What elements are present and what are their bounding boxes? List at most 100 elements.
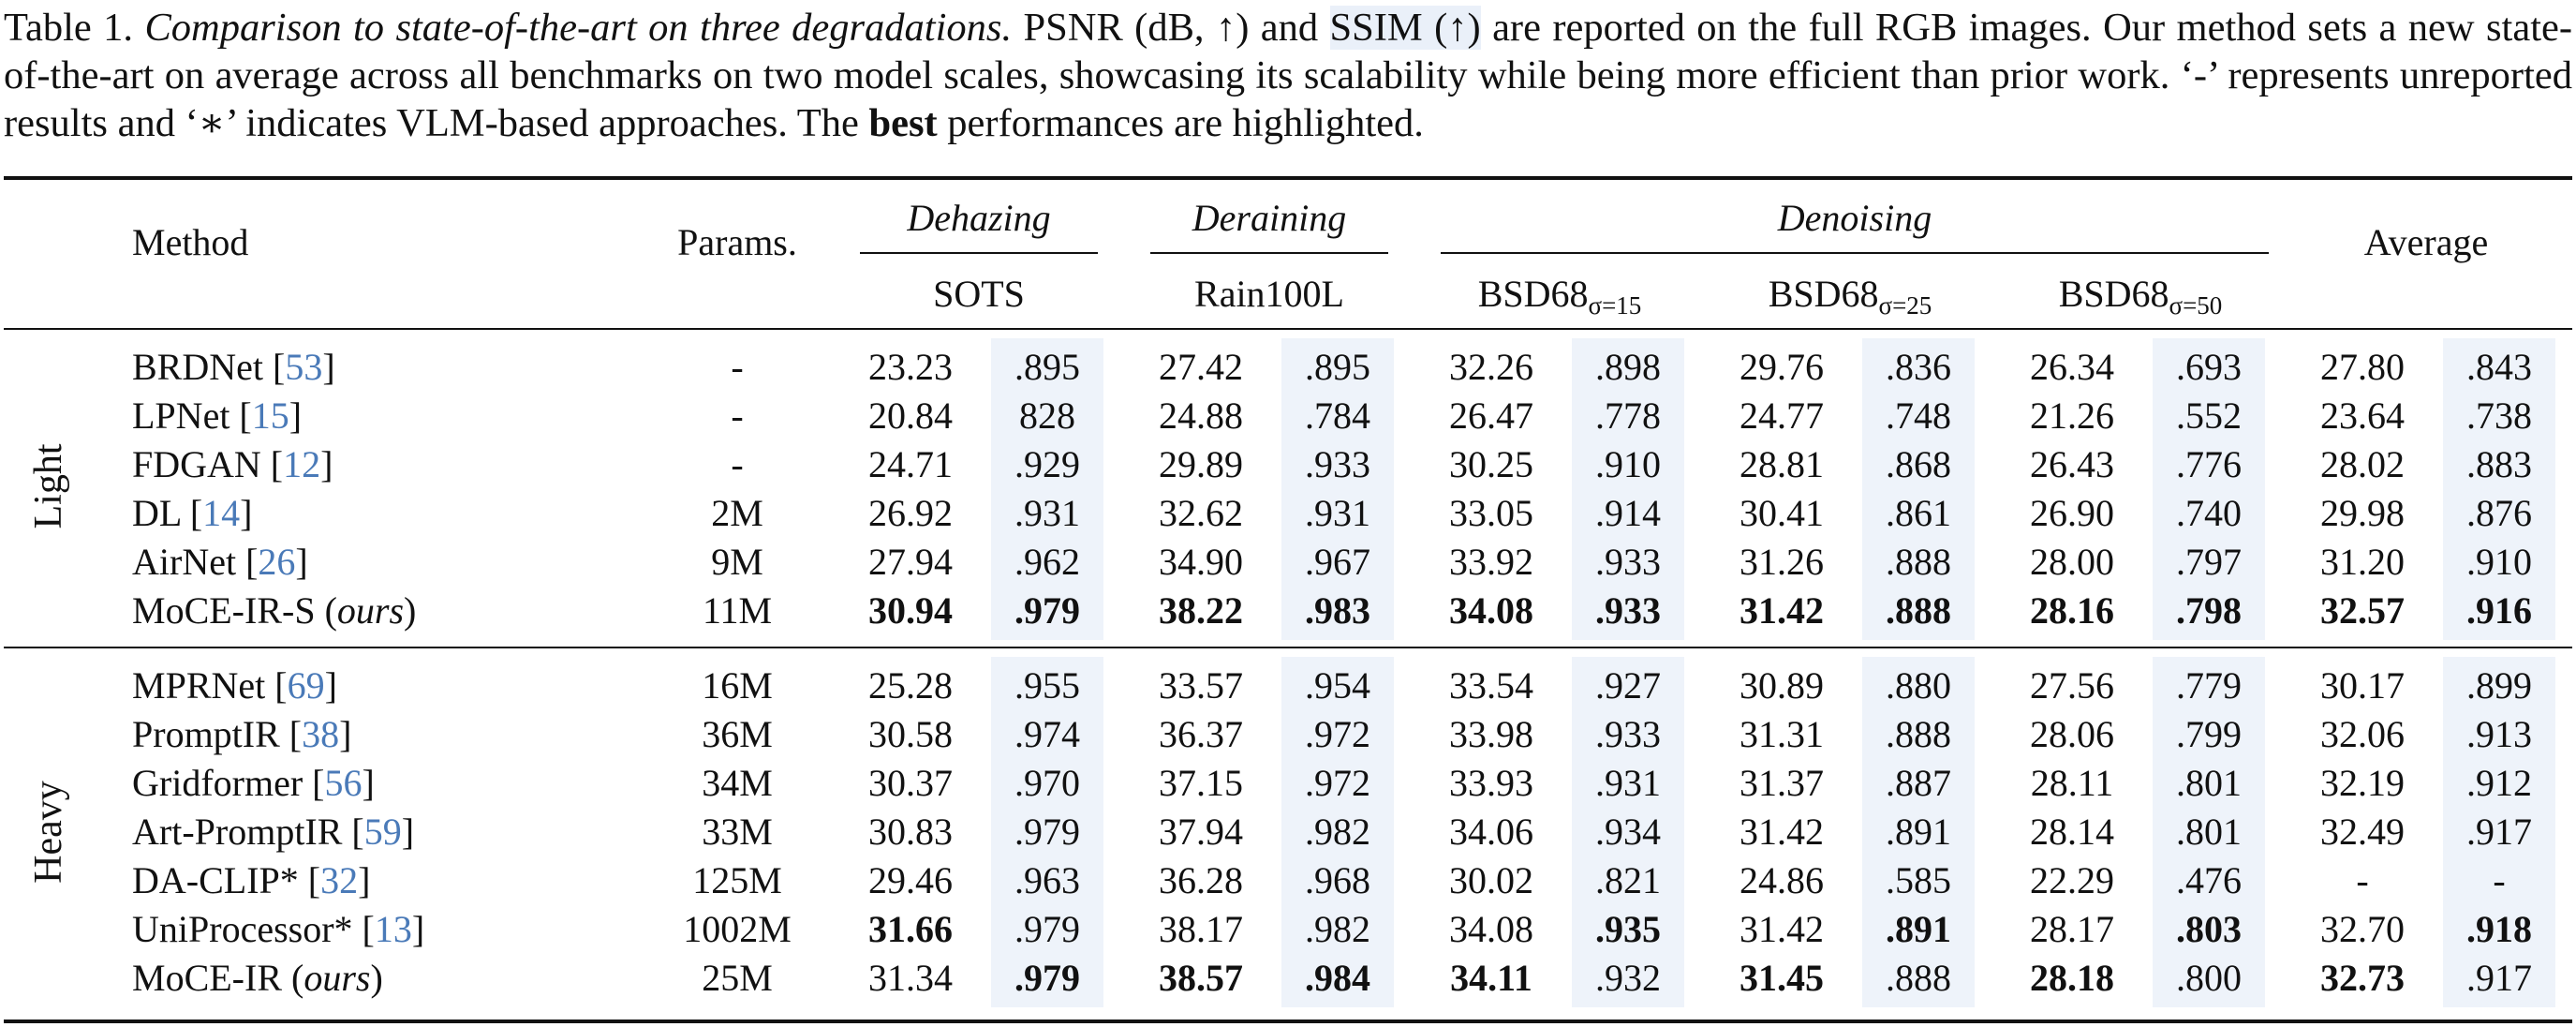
header-average: Average (2363, 221, 2489, 263)
psnr-cell: 32.26 (1449, 346, 1533, 388)
psnr-cell: 34.08 (1449, 589, 1533, 632)
psnr-cell: 20.84 (868, 394, 953, 437)
psnr-cell: 31.20 (2320, 541, 2405, 583)
psnr-cell: 31.42 (1740, 908, 1824, 950)
ssim-column-shade (1281, 338, 1394, 640)
ssim-cell: .801 (2176, 762, 2242, 804)
psnr-cell: 32.73 (2320, 957, 2405, 999)
psnr-cell: 28.17 (2030, 908, 2114, 950)
citation-link[interactable]: 38 (302, 713, 340, 755)
group-label-heavy: Heavy (27, 781, 70, 884)
citation-link[interactable]: 32 (320, 859, 359, 901)
psnr-cell: 34.06 (1449, 811, 1533, 853)
psnr-cell: 30.89 (1740, 664, 1824, 707)
ssim-cell: .585 (1886, 859, 1951, 901)
method-name: DL [14] (132, 492, 253, 534)
psnr-cell: 34.11 (1450, 957, 1532, 999)
header-bsd68-15: BSD68σ=15 (1477, 273, 1642, 320)
psnr-cell: 38.17 (1159, 908, 1243, 950)
ssim-cell: .891 (1886, 908, 1951, 950)
ssim-cell: .967 (1305, 541, 1370, 583)
psnr-cell: 33.98 (1449, 713, 1533, 755)
ssim-cell: .962 (1014, 541, 1080, 583)
psnr-cell: 32.70 (2320, 908, 2405, 950)
ssim-cell: .929 (1014, 443, 1080, 485)
ssim-cell: .931 (1305, 492, 1370, 534)
method-name: Gridformer [56] (132, 762, 375, 804)
psnr-cell: 33.54 (1449, 664, 1533, 707)
psnr-cell: 31.66 (868, 908, 953, 950)
citation-link[interactable]: 15 (251, 394, 289, 437)
caption-text-3: performances are highlighted. (947, 101, 1424, 145)
ssim-column-shade (2443, 338, 2555, 640)
psnr-cell: 28.06 (2030, 713, 2114, 755)
params-cell: 33M (702, 811, 773, 853)
ssim-cell: .910 (1595, 443, 1661, 485)
header-sots: SOTS (933, 273, 1025, 315)
psnr-cell: 36.28 (1159, 859, 1243, 901)
citation-link[interactable]: 14 (202, 492, 241, 534)
ssim-cell: .914 (1595, 492, 1661, 534)
ssim-cell: .898 (1595, 346, 1661, 388)
method-name: PromptIR [38] (132, 713, 352, 755)
ssim-cell: .888 (1886, 541, 1951, 583)
ssim-cell: .891 (1886, 811, 1951, 853)
ssim-cell: .861 (1886, 492, 1951, 534)
ssim-cell: .972 (1305, 762, 1370, 804)
psnr-cell: 27.56 (2030, 664, 2114, 707)
ssim-cell: .934 (1595, 811, 1661, 853)
params-cell: 11M (702, 589, 773, 632)
caption-title: Comparison to state-of-the-art on three … (144, 6, 1013, 50)
ssim-cell: .972 (1305, 713, 1370, 755)
caption-best: best (868, 101, 938, 145)
psnr-cell: 26.34 (2030, 346, 2114, 388)
ssim-cell: .887 (1886, 762, 1951, 804)
citation-link[interactable]: 69 (287, 664, 325, 707)
ssim-cell: .888 (1886, 589, 1951, 632)
params-cell: 36M (702, 713, 773, 755)
psnr-cell: 31.45 (1740, 957, 1824, 999)
psnr-cell: 33.92 (1449, 541, 1533, 583)
header-method: Method (132, 221, 249, 263)
citation-link[interactable]: 12 (283, 443, 321, 485)
ssim-cell: .979 (1014, 811, 1080, 853)
ssim-cell: .979 (1014, 908, 1080, 950)
psnr-cell: 24.71 (868, 443, 953, 485)
ssim-cell: .476 (2176, 859, 2242, 901)
ssim-cell: .797 (2176, 541, 2242, 583)
ssim-cell: .883 (2466, 443, 2532, 485)
psnr-cell: 24.88 (1159, 394, 1243, 437)
psnr-cell: 33.57 (1159, 664, 1243, 707)
method-name: DA-CLIP* [32] (132, 859, 371, 901)
method-name: MPRNet [69] (132, 664, 337, 707)
ssim-column-shade (2153, 657, 2265, 1007)
citation-link[interactable]: 53 (285, 346, 323, 388)
header-denoising: Denoising (1777, 197, 1932, 239)
psnr-cell: 34.08 (1449, 908, 1533, 950)
ssim-column-shade (991, 338, 1103, 640)
ssim-cell: .910 (2466, 541, 2532, 583)
ssim-cell: .954 (1305, 664, 1370, 707)
caption-text-1: PSNR (dB, ↑) and (1023, 6, 1319, 50)
psnr-cell: 31.42 (1740, 811, 1824, 853)
header-deraining: Deraining (1192, 197, 1347, 239)
psnr-cell: 33.05 (1449, 492, 1533, 534)
psnr-cell: 32.49 (2320, 811, 2405, 853)
ssim-cell: .982 (1305, 811, 1370, 853)
ssim-cell: .982 (1305, 908, 1370, 950)
citation-link[interactable]: 13 (374, 908, 412, 950)
citation-link[interactable]: 59 (363, 811, 402, 853)
citation-link[interactable]: 26 (258, 541, 296, 583)
psnr-cell: 31.42 (1740, 589, 1824, 632)
psnr-cell: 34.90 (1159, 541, 1243, 583)
ssim-cell: .876 (2466, 492, 2532, 534)
ssim-cell: .927 (1595, 664, 1661, 707)
denoising-cmidrule (1441, 252, 2269, 254)
params-cell: - (731, 394, 744, 437)
ssim-cell: .918 (2466, 908, 2532, 950)
ssim-cell: .933 (1305, 443, 1370, 485)
ssim-cell: .836 (1886, 346, 1951, 388)
group-label-light: Light (27, 443, 70, 529)
psnr-cell: 31.37 (1740, 762, 1824, 804)
citation-link[interactable]: 56 (324, 762, 363, 804)
